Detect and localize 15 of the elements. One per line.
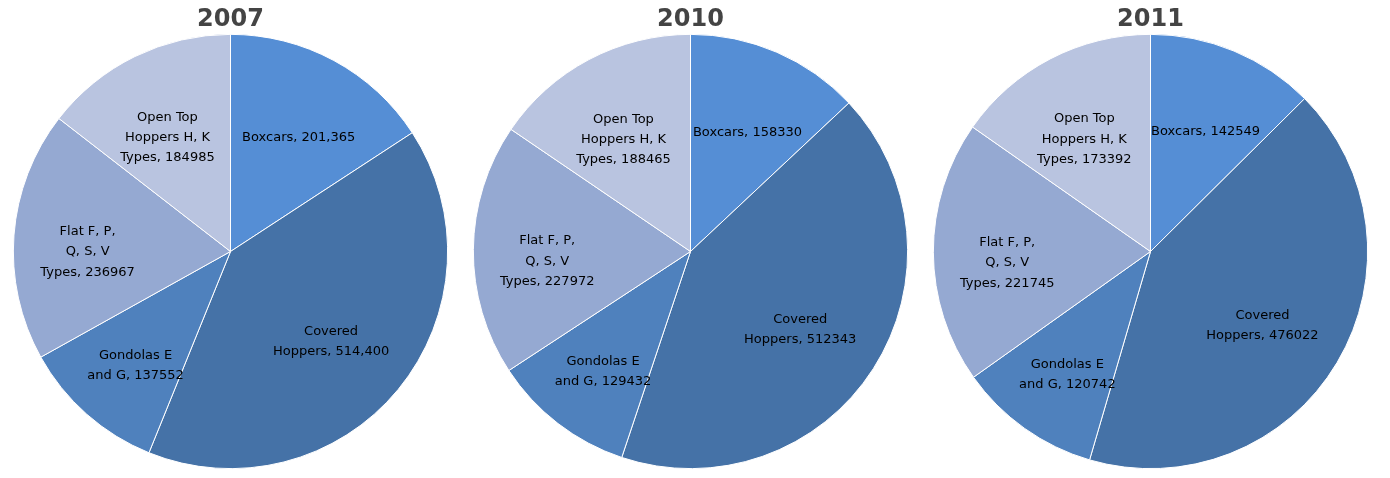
slice-label: Boxcars, 158330 xyxy=(692,124,803,140)
slice-label: Boxcars, 142549 xyxy=(1151,123,1261,139)
slice-label: Covered Hoppers, 512343 xyxy=(744,310,857,346)
slice-label: Flat F, P, Q, S, V Types, 221745 xyxy=(958,234,1055,290)
slice-label: Open Top Hoppers H, K Types, 184985 xyxy=(119,108,215,165)
slice-label: Open Top Hoppers H, K Types, 188465 xyxy=(575,110,671,167)
slice-label: Boxcars, 201,365 xyxy=(242,129,356,145)
slice-label: Flat F, P, Q, S, V Types, 236967 xyxy=(39,223,135,279)
chart-title: 2011 xyxy=(1117,3,1184,32)
chart-title: 2010 xyxy=(657,3,724,32)
slice-label: Covered Hoppers, 514,400 xyxy=(272,322,390,359)
chart-title: 2007 xyxy=(197,3,264,32)
slice-label: Covered Hoppers, 476022 xyxy=(1206,307,1319,343)
slice-label: Open Top Hoppers H, K Types, 173392 xyxy=(1036,110,1132,166)
slice-label: Flat F, P, Q, S, V Types, 227972 xyxy=(498,232,595,288)
